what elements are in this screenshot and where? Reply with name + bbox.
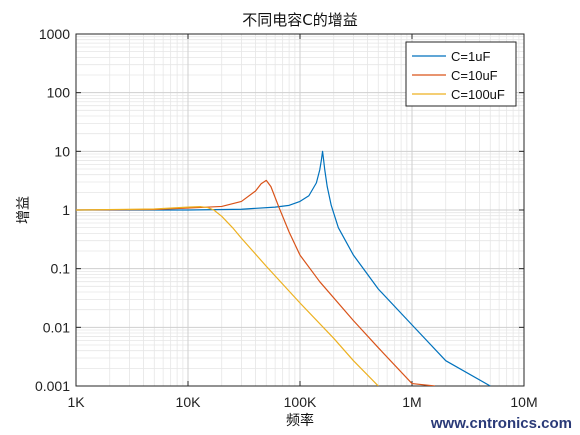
y-tick-label: 1 [62,202,70,218]
x-tick-label: 1M [402,394,421,410]
y-tick-label: 0.1 [51,261,71,277]
y-tick-label: 0.01 [43,319,70,335]
legend-label: C=1uF [451,49,490,64]
y-axis-tick-labels: 0.001 0.01 0.1 1 10 100 1000 [35,26,70,394]
legend: C=1uF C=10uF C=100uF [405,41,517,107]
chart-title: 不同电容C的增益 [242,11,357,29]
series-line-c-100uf [76,206,379,386]
series-line-c-1uf [76,150,491,386]
x-axis-tick-labels: 1K 10K 100K 1M 10M [67,394,537,410]
x-tick-label: 10M [510,394,537,410]
x-tick-label: 100K [284,394,317,410]
y-tick-label: 10 [54,143,70,159]
series-line-c-10uf [76,179,435,386]
legend-label: C=100uF [451,87,505,102]
x-tick-label: 1K [67,394,85,410]
y-tick-label: 100 [47,85,71,101]
x-tick-label: 10K [176,394,202,410]
x-axis-label: 频率 [286,412,314,429]
y-tick-label: 1000 [39,26,70,42]
y-tick-label: 0.001 [35,378,70,394]
y-axis-label: 增益 [16,196,32,224]
series-lines [76,150,491,386]
watermark-text: www.cntronics.com [430,415,572,432]
legend-label: C=10uF [451,68,498,83]
legend-box [405,41,517,107]
